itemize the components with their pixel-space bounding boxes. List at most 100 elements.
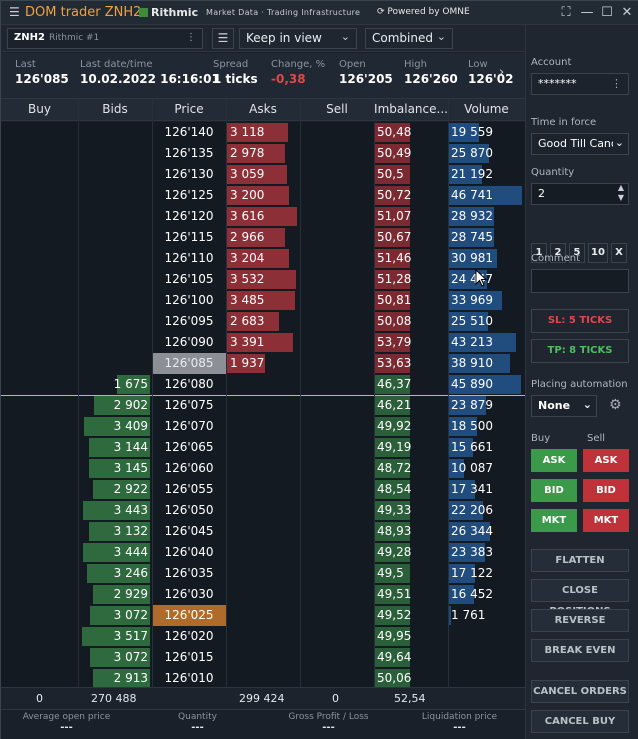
price-cell[interactable]: 126'110 (164, 251, 214, 265)
buy-cell[interactable] (1, 143, 78, 164)
ladder-row[interactable]: 2 913 126'010 50,06 (1, 668, 525, 689)
buy-cell[interactable] (1, 269, 78, 290)
sell-cell[interactable] (300, 185, 374, 206)
sell-cell[interactable] (300, 164, 374, 185)
price-cell[interactable]: 126'070 (164, 419, 214, 433)
bid-cell[interactable] (78, 164, 152, 185)
ladder-row[interactable]: 2 902 126'075 46,21 23 879 (1, 395, 525, 416)
sell-cell[interactable] (300, 395, 374, 416)
price-cell[interactable]: 126'085 (152, 353, 226, 374)
bid-cell[interactable] (78, 122, 152, 143)
price-cell[interactable]: 126'120 (164, 209, 214, 223)
ask-cell[interactable] (226, 626, 300, 647)
bid-size[interactable]: 3 144 (113, 440, 148, 454)
ask-size[interactable]: 3 616 (230, 209, 265, 223)
stop-loss-button[interactable]: SL: 5 TICKS (531, 309, 629, 333)
bid-size[interactable]: 3 072 (113, 650, 148, 664)
price-cell[interactable]: 126'025 (152, 605, 226, 626)
ask-cell[interactable] (226, 500, 300, 521)
buy-cell[interactable] (1, 563, 78, 584)
ladder-row[interactable]: 3 072 126'025 49,52 1 761 (1, 605, 525, 626)
price-cell[interactable]: 126'030 (164, 587, 214, 601)
ask-cell[interactable] (226, 374, 300, 395)
buy-cell[interactable] (1, 122, 78, 143)
price-cell[interactable]: 126'020 (164, 629, 214, 643)
col-header-volume[interactable]: Volume (464, 102, 509, 116)
sell-cell[interactable] (300, 500, 374, 521)
price-cell[interactable]: 126'135 (164, 146, 214, 160)
col-header-asks[interactable]: Asks (249, 102, 277, 116)
price-cell[interactable]: 126'035 (164, 566, 214, 580)
price-cell[interactable]: 126'080 (164, 377, 214, 391)
ladder-row[interactable]: 126'090 3 391 53,79 43 213 (1, 332, 525, 353)
sell-cell[interactable] (300, 353, 374, 374)
price-cell[interactable]: 126'105 (164, 272, 214, 286)
bid-cell[interactable] (78, 206, 152, 227)
price-cell[interactable]: 126'125 (164, 188, 214, 202)
buy-cell[interactable] (1, 605, 78, 626)
buy-cell[interactable] (1, 227, 78, 248)
bid-cell[interactable] (78, 248, 152, 269)
col-header-imbalance[interactable]: Imbalance... (374, 102, 448, 116)
buy-cell[interactable] (1, 626, 78, 647)
take-profit-button[interactable]: TP: 8 TICKS (531, 339, 629, 363)
price-cell[interactable]: 126'015 (164, 650, 214, 664)
buy-cell[interactable] (1, 647, 78, 668)
sell-market-button[interactable]: MKT (583, 509, 629, 532)
ask-cell[interactable] (226, 479, 300, 500)
bid-cell[interactable] (78, 353, 152, 374)
tif-dropdown[interactable]: Good Till Canc ⌄ (531, 133, 629, 155)
ask-cell[interactable] (226, 668, 300, 689)
cancel-buy-button[interactable]: CANCEL BUY (531, 710, 629, 733)
symbol-selector[interactable]: ZNH2 Rithmic #1 ⋮ (7, 28, 203, 49)
automation-dropdown[interactable]: None ⌄ (531, 395, 597, 417)
bid-size[interactable]: 2 913 (113, 671, 148, 685)
ladder-row[interactable]: 126'120 3 616 51,07 28 932 (1, 206, 525, 227)
buy-cell[interactable] (1, 164, 78, 185)
bid-size[interactable]: 3 072 (113, 608, 148, 622)
buy-cell[interactable] (1, 479, 78, 500)
sell-cell[interactable] (300, 122, 374, 143)
sell-bid-button[interactable]: BID (583, 479, 629, 502)
price-cell[interactable]: 126'075 (164, 398, 214, 412)
ask-size[interactable]: 3 204 (230, 251, 265, 265)
ask-cell[interactable] (226, 521, 300, 542)
ladder-row[interactable]: 3 145 126'060 48,72 10 087 (1, 458, 525, 479)
sell-cell[interactable] (300, 374, 374, 395)
price-cell[interactable]: 126'095 (164, 314, 214, 328)
sell-cell[interactable] (300, 479, 374, 500)
ladder-row[interactable]: 126'105 3 532 51,28 24 447 (1, 269, 525, 290)
ask-size[interactable]: 3 485 (230, 293, 265, 307)
bid-size[interactable]: 2 929 (113, 587, 148, 601)
ask-size[interactable]: 3 118 (230, 125, 265, 139)
buy-ask-button[interactable]: ASK (531, 449, 577, 472)
bid-size[interactable]: 3 132 (113, 524, 148, 538)
bid-cell[interactable] (78, 290, 152, 311)
sell-cell[interactable] (300, 290, 374, 311)
bid-size[interactable]: 2 922 (113, 482, 148, 496)
ladder-row[interactable]: 126'110 3 204 51,46 30 981 (1, 248, 525, 269)
reverse-button[interactable]: REVERSE (531, 609, 629, 632)
buy-cell[interactable] (1, 206, 78, 227)
bid-size[interactable]: 3 145 (113, 461, 148, 475)
buy-cell[interactable] (1, 437, 78, 458)
price-cell[interactable]: 126'090 (164, 335, 214, 349)
sell-ask-button[interactable]: ASK (583, 449, 629, 472)
buy-cell[interactable] (1, 584, 78, 605)
ladder-row[interactable]: 3 443 126'050 49,33 22 206 (1, 500, 525, 521)
sell-cell[interactable] (300, 311, 374, 332)
ask-cell[interactable] (226, 458, 300, 479)
buy-cell[interactable] (1, 311, 78, 332)
ask-cell[interactable] (226, 542, 300, 563)
maximize-icon[interactable]: ☐ (601, 5, 613, 20)
price-cell[interactable]: 126'045 (164, 524, 214, 538)
sell-cell[interactable] (300, 416, 374, 437)
qty-preset-1[interactable]: 1 (531, 243, 547, 263)
bid-size[interactable]: 3 246 (113, 566, 148, 580)
hamburger-menu-icon[interactable]: ☰ (9, 5, 20, 19)
ladder-row[interactable]: 2 929 126'030 49,51 16 452 (1, 584, 525, 605)
sell-cell[interactable] (300, 647, 374, 668)
sell-cell[interactable] (300, 542, 374, 563)
price-cell[interactable]: 126'055 (164, 482, 214, 496)
bid-size[interactable]: 1 675 (113, 377, 148, 391)
